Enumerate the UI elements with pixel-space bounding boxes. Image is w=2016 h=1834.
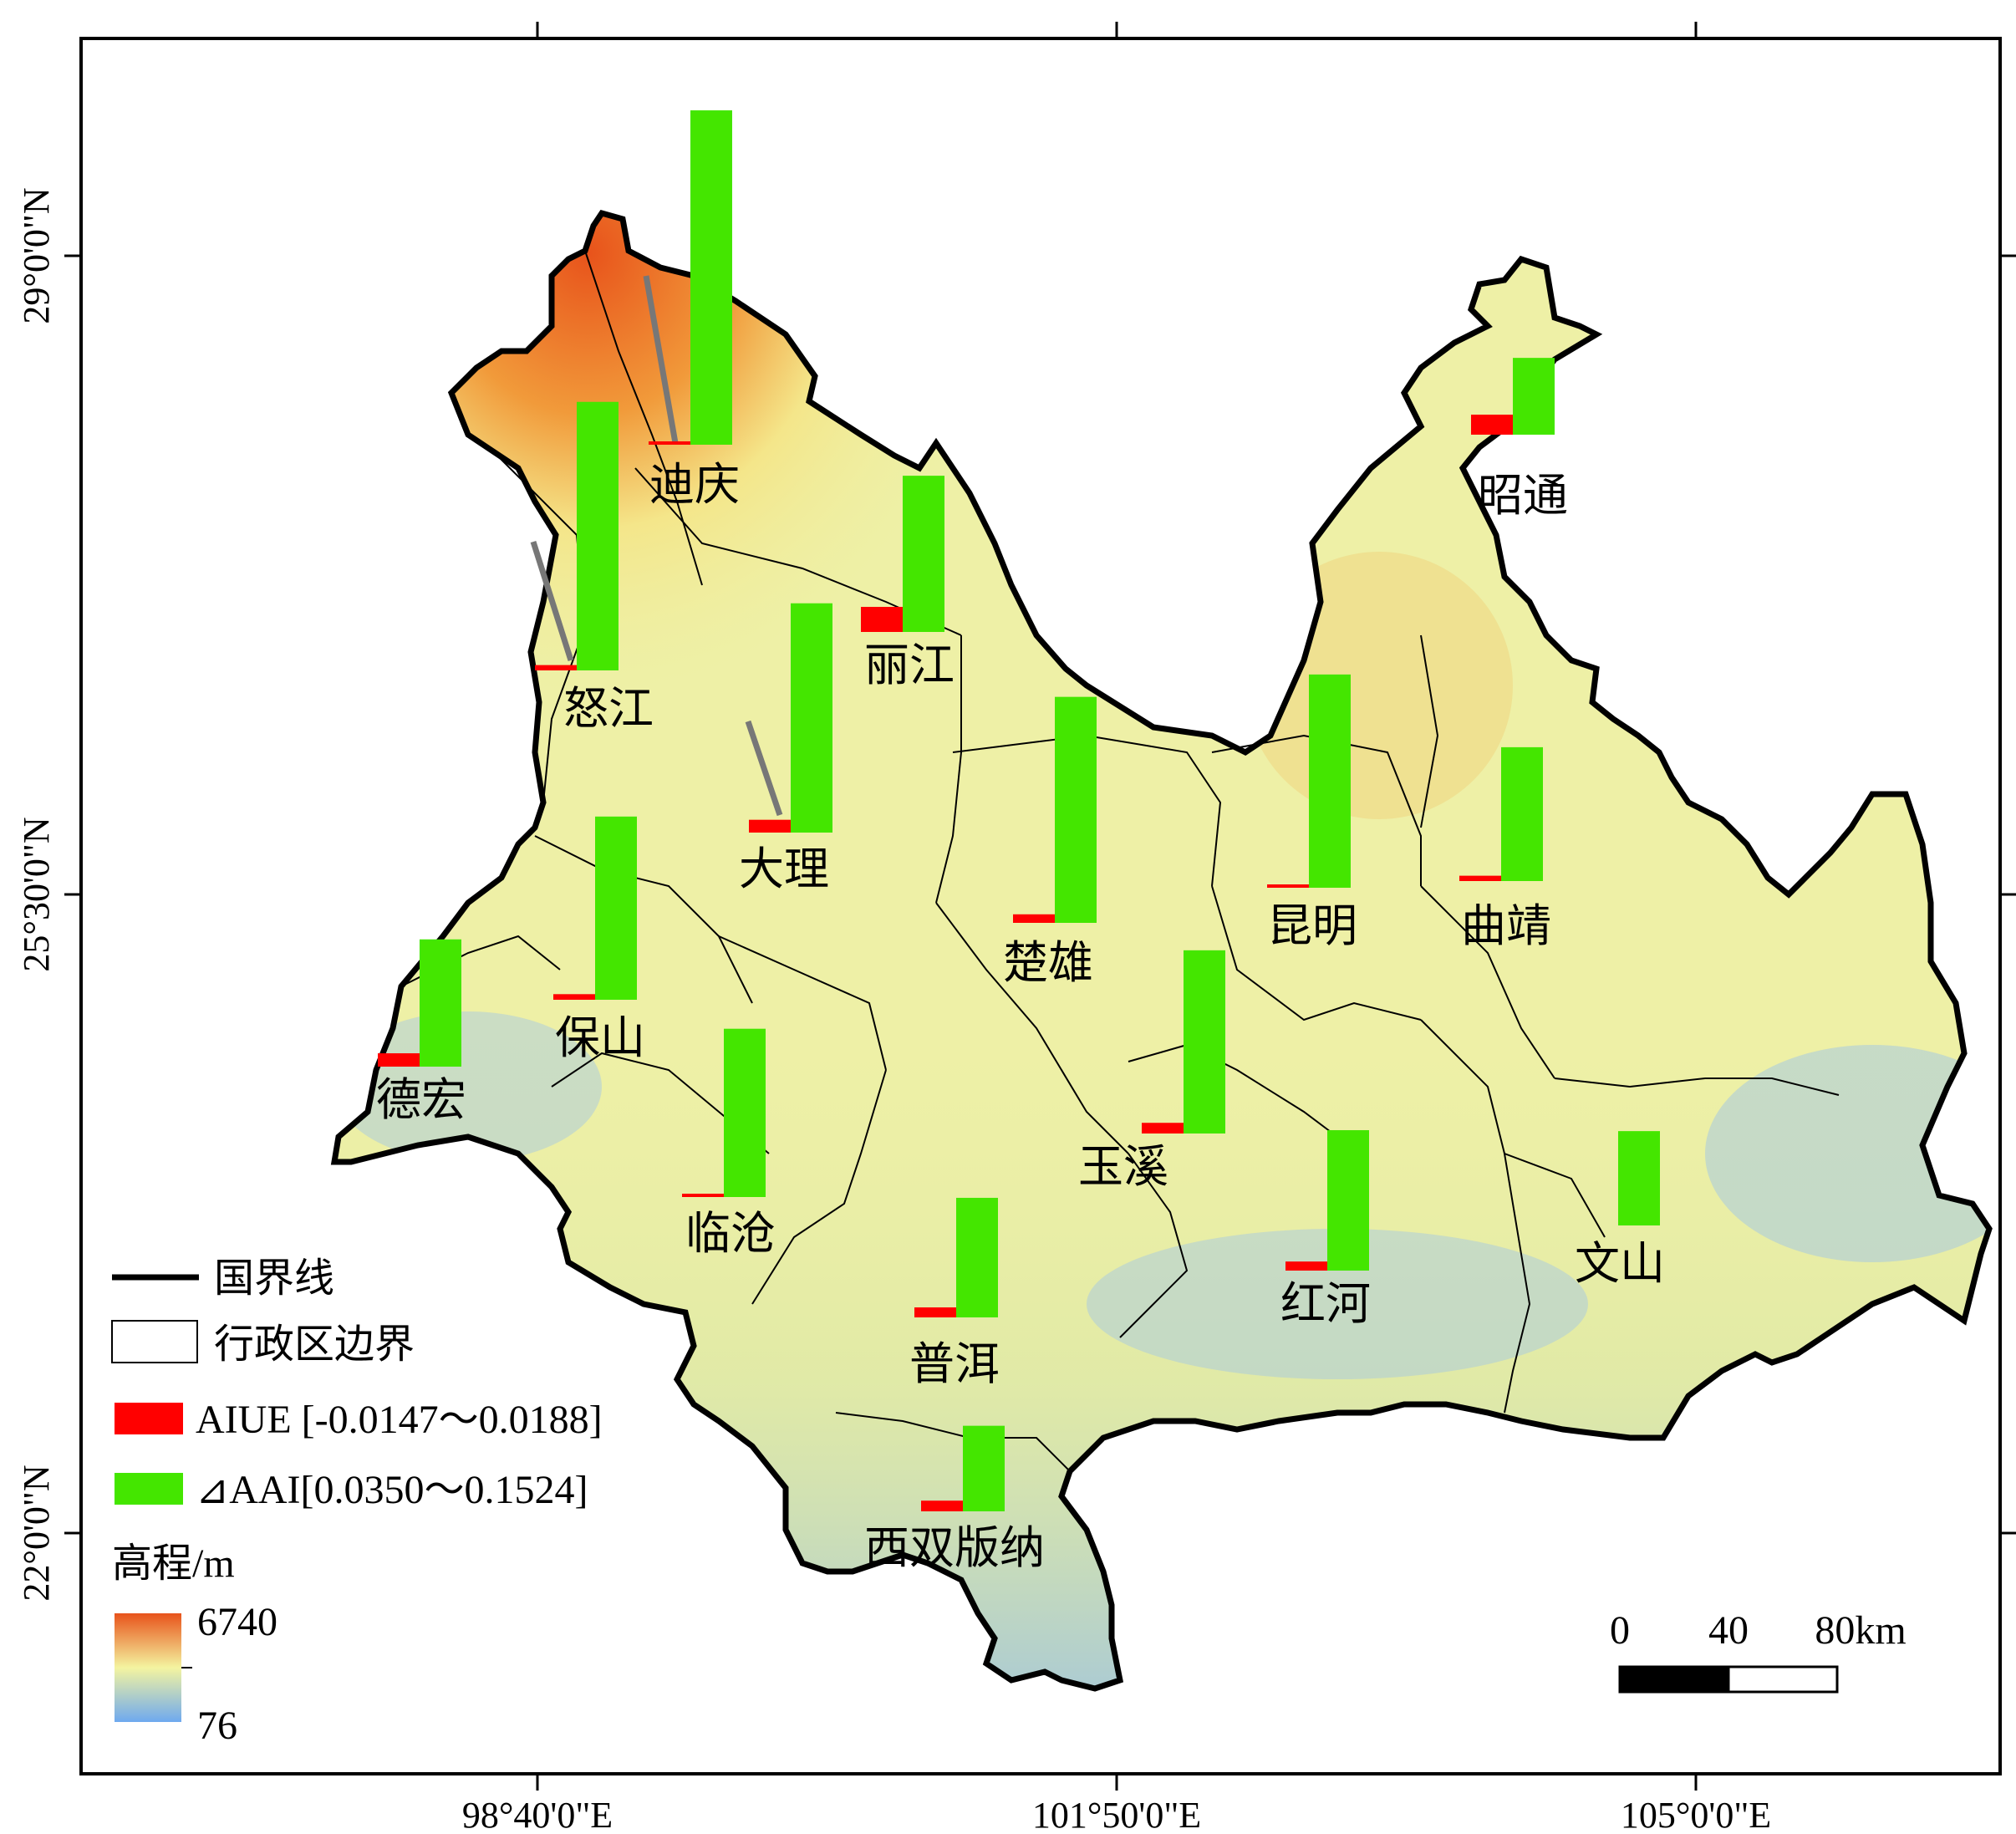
scale-label-80: 80km — [1815, 1608, 1906, 1653]
aiue-bar — [914, 1307, 956, 1317]
lat-label-3: 22°0'0"N — [16, 1465, 57, 1601]
daai-bar — [1184, 950, 1225, 1134]
daai-bar — [690, 110, 732, 445]
city-label-puer: 普洱 — [909, 1339, 1000, 1389]
aiue-bar — [1285, 1261, 1327, 1271]
legend-national-border: 国界线 — [214, 1256, 334, 1301]
daai-bar — [1309, 674, 1351, 888]
city-labels: 迪庆 怒江 丽江 大理 昭通 昆明 曲靖 楚雄 保山 德宏 临沧 玉溪 红河 文… — [376, 460, 1665, 1573]
aiue-bar — [1267, 884, 1309, 888]
city-label-lijiang: 丽江 — [864, 640, 955, 690]
legend-elevation-title: 高程/m — [112, 1541, 235, 1586]
legend-aiue: AIUE [-0.0147～0.0188] — [196, 1398, 603, 1442]
lat-label-1: 29°0'0"N — [16, 187, 57, 323]
aiue-bar — [553, 994, 595, 1000]
leader-lines — [530, 275, 783, 817]
aiue-bar — [921, 1500, 963, 1511]
city-label-qujing: 曲靖 — [1461, 901, 1551, 951]
aiue-bar — [682, 1194, 724, 1197]
daai-bar — [791, 603, 832, 833]
scale-label-0: 0 — [1610, 1608, 1630, 1653]
legend-elev-max: 6740 — [197, 1600, 277, 1644]
aiue-bar — [861, 607, 903, 632]
legend-aiue-swatch — [115, 1403, 183, 1434]
city-label-dehong: 德宏 — [376, 1075, 466, 1125]
city-label-lincang: 临沧 — [685, 1209, 776, 1259]
lon-label-3: 105°0'0"E — [1621, 1795, 1771, 1834]
city-label-xishuangbanna: 西双版纳 — [864, 1523, 1045, 1573]
daai-bar — [724, 1028, 766, 1197]
legend-daai-swatch — [115, 1473, 183, 1505]
daai-bar — [1055, 696, 1097, 923]
legend-elev-min: 76 — [197, 1704, 237, 1748]
legend-admin-swatch — [111, 1320, 198, 1363]
city-label-baoshan: 保山 — [555, 1013, 645, 1063]
aiue-bar — [535, 665, 577, 670]
city-label-honghe: 红河 — [1280, 1279, 1371, 1329]
daai-bar — [956, 1197, 998, 1317]
city-label-dali: 大理 — [739, 844, 829, 894]
aiue-bar — [749, 819, 791, 833]
city-label-zhaotong: 昭通 — [1478, 471, 1568, 521]
legend-daai: ⊿AAI[0.0350～0.1524] — [196, 1468, 588, 1512]
legend-elevation-ramp — [115, 1613, 181, 1722]
city-label-nujiang: 怒江 — [563, 684, 654, 734]
daai-bar — [1513, 358, 1555, 435]
daai-bar — [420, 939, 461, 1067]
city-bars — [378, 110, 1660, 1511]
daai-bar — [595, 816, 637, 1000]
graticule-ticks — [64, 22, 2016, 1791]
aiue-bar — [378, 1053, 420, 1067]
scale-segment-black — [1618, 1665, 1730, 1694]
scale-segment-white — [1727, 1665, 1839, 1694]
city-label-chuxiong: 楚雄 — [1003, 938, 1093, 988]
daai-bar — [577, 401, 619, 670]
city-label-wenshan: 文山 — [1575, 1239, 1665, 1289]
daai-bar — [903, 476, 944, 632]
aiue-bar — [1471, 415, 1513, 435]
aiue-bar — [1142, 1123, 1184, 1134]
city-label-kunming: 昆明 — [1267, 901, 1357, 951]
aiue-bar — [1013, 914, 1055, 923]
daai-bar — [1618, 1131, 1660, 1225]
city-label-diqing: 迪庆 — [649, 460, 740, 510]
daai-bar — [1501, 746, 1543, 881]
lat-label-2: 25°30'0"N — [16, 817, 57, 971]
legend: 国界线 行政区边界 AIUE [-0.0147～0.0188] ⊿AAI[0.0… — [111, 1256, 603, 1748]
aiue-bar — [1459, 875, 1501, 881]
aiue-bar — [649, 441, 690, 445]
scale-label-40: 40 — [1708, 1608, 1749, 1653]
lon-label-2: 101°50'0"E — [1032, 1795, 1201, 1834]
legend-admin-boundary: 行政区边界 — [214, 1322, 415, 1367]
daai-bar — [1327, 1130, 1369, 1271]
scale-bar: 0 40 80km — [1610, 1608, 1907, 1694]
lon-label-1: 98°40'0"E — [462, 1795, 613, 1834]
city-label-yuxi: 玉溪 — [1078, 1142, 1168, 1192]
daai-bar — [963, 1425, 1005, 1511]
